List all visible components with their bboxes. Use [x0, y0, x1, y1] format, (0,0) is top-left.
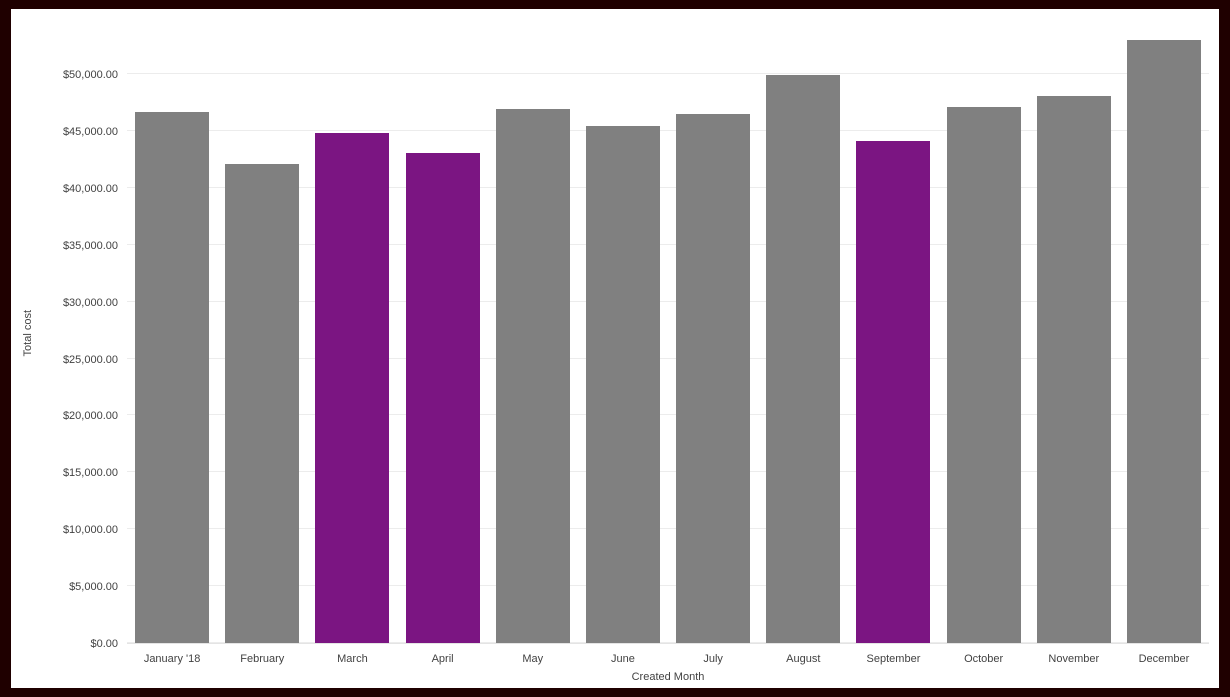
- plot-area: [127, 22, 1209, 644]
- bars-container: [127, 22, 1209, 643]
- gridline: [127, 528, 1209, 530]
- bar-july[interactable]: [676, 113, 751, 643]
- y-tick-label: $30,000.00: [62, 296, 118, 309]
- y-axis-title: Total cost: [22, 309, 34, 357]
- bar-november[interactable]: [1036, 95, 1111, 643]
- x-tick-label: October: [964, 653, 1004, 665]
- x-tick-label: February: [240, 653, 285, 665]
- gridline: [127, 186, 1209, 188]
- bar-june[interactable]: [585, 126, 660, 643]
- x-tick-label: November: [1048, 653, 1100, 665]
- bar-february[interactable]: [225, 163, 300, 643]
- y-axis-title-column: Total cost: [11, 22, 45, 644]
- x-tick-label: September: [866, 653, 921, 665]
- y-tick-label: $50,000.00: [62, 69, 118, 81]
- gridline: [127, 585, 1209, 587]
- bar-slot: [758, 22, 848, 643]
- bar-slot: [668, 22, 758, 643]
- y-tick-label: $5,000.00: [69, 581, 118, 594]
- x-tick-label: January '18: [143, 653, 201, 665]
- y-tick-label: $40,000.00: [62, 182, 118, 195]
- bar-slot: [1029, 22, 1119, 643]
- gridline: [127, 300, 1209, 302]
- x-tick-label: December: [1138, 653, 1190, 665]
- gridline: [127, 243, 1209, 245]
- y-tick-label: $15,000.00: [62, 467, 118, 480]
- x-axis-title: Created Month: [631, 671, 705, 683]
- y-tick-label: $10,000.00: [62, 524, 118, 537]
- bar-september[interactable]: [856, 141, 931, 643]
- bar-august[interactable]: [766, 75, 841, 643]
- x-tick-label: May: [522, 653, 544, 665]
- y-tick-label: $25,000.00: [62, 353, 118, 366]
- gridline: [127, 642, 1209, 643]
- gridline: [127, 414, 1209, 416]
- y-axis-labels: $0.00 $5,000.00 $10,000.00 $15,000.00 $20,00…: [45, 22, 127, 650]
- gridline: [127, 471, 1209, 473]
- bar-chart: Total cost $0.00 $5,000.00 $10,000.00 $15,0…: [11, 9, 1219, 688]
- bar-december[interactable]: [1127, 39, 1201, 643]
- gridline: [127, 129, 1209, 131]
- bar-may[interactable]: [495, 109, 570, 643]
- bar-slot: [939, 22, 1029, 643]
- gridline: [127, 73, 1209, 74]
- y-tick-label: $20,000.00: [62, 410, 118, 423]
- bar-slot: [127, 22, 217, 643]
- y-tick-label: $45,000.00: [62, 125, 118, 138]
- bar-slot: [398, 22, 488, 643]
- bar-slot: [578, 22, 668, 643]
- bar-slot: [488, 22, 578, 643]
- x-tick-label: July: [703, 653, 723, 665]
- bar-october[interactable]: [946, 107, 1021, 643]
- gridline: [127, 357, 1209, 359]
- bar-slot: [307, 22, 397, 643]
- bar-slot: [848, 22, 938, 643]
- x-tick-label: April: [431, 653, 454, 665]
- plot-column: January '18 February March April May June July…: [127, 22, 1209, 688]
- bar-slot: [1119, 22, 1209, 643]
- x-axis-labels: January '18 February March April May June July…: [127, 644, 1209, 668]
- x-tick-label: March: [337, 653, 368, 665]
- bar-slot: [217, 22, 307, 643]
- y-tick-label: $0.00: [90, 638, 118, 650]
- bar-january-18[interactable]: [135, 111, 210, 643]
- bar-april[interactable]: [405, 152, 480, 643]
- x-tick-label: June: [611, 653, 635, 665]
- bar-march[interactable]: [315, 133, 390, 643]
- y-tick-label: $35,000.00: [62, 239, 118, 252]
- x-tick-label: August: [786, 653, 821, 665]
